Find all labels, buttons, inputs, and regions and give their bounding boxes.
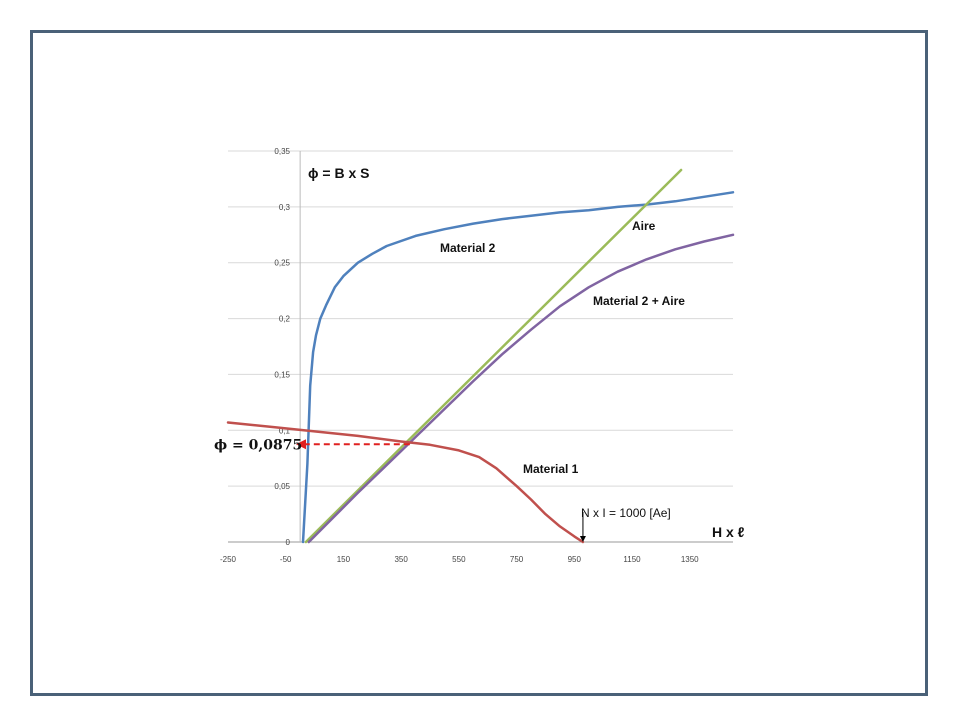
x-tick-label: 150 — [337, 555, 351, 564]
x-tick-label: 550 — [452, 555, 466, 564]
series-lines — [226, 168, 735, 544]
operating-point-label: N x I = 1000 [Ae] — [581, 506, 671, 520]
x-tick-label: -250 — [220, 555, 237, 564]
phi-value-label: ϕ = 0,0875 — [214, 437, 302, 453]
chart-container: 0 0,05 0,1 0,15 0,2 0,25 0,3 0,35 -250 -50 150 350… — [208, 145, 752, 572]
magnetic-flux-chart: 0 0,05 0,1 0,15 0,2 0,25 0,3 0,35 -250 -50 150 350… — [208, 145, 752, 572]
x-tick-label: 750 — [510, 555, 524, 564]
x-axis-tick-labels: -250 -50 150 350 550 750 950 1150 1350 — [220, 555, 699, 564]
series-label-material-2-aire: Material 2 + Aire — [593, 294, 685, 308]
y-tick-label: 0,1 — [279, 426, 291, 435]
x-tick-label: -50 — [280, 555, 292, 564]
grid-lines — [228, 150, 733, 543]
y-tick-label: 0,25 — [274, 259, 290, 268]
x-tick-label: 1350 — [681, 555, 699, 564]
x-tick-label: 1150 — [623, 555, 641, 564]
series-line-material-1 — [226, 421, 585, 544]
y-tick-label: 0 — [286, 538, 291, 547]
x-axis-label: H x ℓ — [712, 524, 745, 540]
series-line-material-2-aire — [307, 233, 735, 544]
x-tick-label: 350 — [394, 555, 408, 564]
x-tick-label: 950 — [568, 555, 582, 564]
annotations — [296, 439, 586, 542]
series-label-material-1: Material 1 — [523, 462, 579, 476]
y-tick-label: 0,05 — [274, 482, 290, 491]
chart-title: ϕ = B x S — [308, 165, 369, 181]
y-tick-label: 0,3 — [279, 203, 291, 212]
y-tick-label: 0,15 — [274, 370, 290, 379]
chart-background — [208, 145, 752, 572]
y-tick-label: 0,35 — [274, 147, 290, 156]
series-line-aire — [304, 168, 683, 544]
phi-arrow-head — [296, 439, 306, 450]
slide-frame — [30, 30, 928, 696]
series-line-material-2 — [301, 191, 735, 544]
operating-point-arrow-head — [579, 536, 586, 542]
series-label-aire: Aire — [632, 219, 656, 233]
y-axis-tick-labels: 0 0,05 0,1 0,15 0,2 0,25 0,3 0,35 — [274, 147, 290, 547]
series-label-material-2: Material 2 — [440, 241, 496, 255]
y-tick-label: 0,2 — [279, 315, 291, 324]
